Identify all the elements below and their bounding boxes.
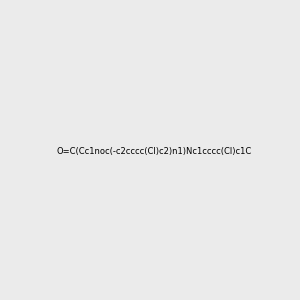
- Text: O=C(Cc1noc(-c2cccc(Cl)c2)n1)Nc1cccc(Cl)c1C: O=C(Cc1noc(-c2cccc(Cl)c2)n1)Nc1cccc(Cl)c…: [56, 147, 251, 156]
